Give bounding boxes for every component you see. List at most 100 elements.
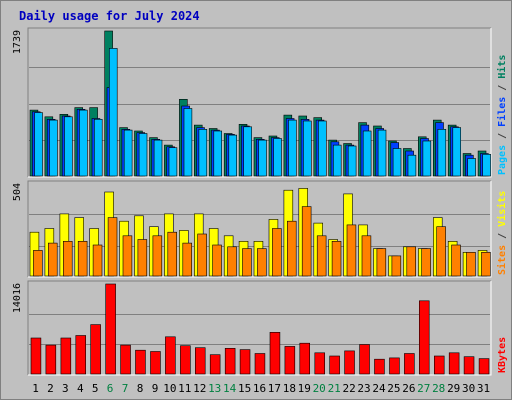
bar-kbytes-day-19 — [299, 342, 310, 375]
x-tick-label-day-18: 18 — [283, 382, 296, 395]
bar-sites-day-27 — [421, 248, 431, 277]
legend-label-part: KBytes — [497, 337, 508, 373]
bar-kbytes-day-6 — [105, 283, 116, 375]
bar-pages-day-9 — [153, 139, 163, 177]
x-tick-label-day-4: 4 — [77, 382, 84, 395]
bar-sites-day-9 — [152, 235, 163, 277]
bar-pages-day-21 — [332, 144, 342, 177]
y-max-label: 14016 — [12, 283, 23, 313]
x-axis-labels: 1 2 3 4 5 6 7 8 9 10 11 12 13 14 15 16 17 18 19 20 21 22 23 24 2… — [32, 382, 490, 395]
x-tick-label-day-28: 28 — [432, 382, 445, 395]
bar-kbytes-day-17 — [269, 331, 281, 375]
bar-kbytes-day-29 — [448, 352, 460, 375]
bar-sites-day-10 — [167, 231, 178, 277]
bar-pages-day-4 — [79, 109, 88, 177]
bar-pages-day-11 — [183, 108, 193, 177]
bar-kbytes-day-8 — [135, 349, 146, 375]
bar-kbytes-day-30 — [463, 356, 475, 375]
panel-border-dark — [27, 27, 491, 177]
bar-kbytes-day-4 — [75, 335, 87, 375]
bar-sites-day-20 — [316, 235, 327, 277]
bar-pages-day-6 — [109, 48, 118, 177]
x-tick-label-day-21: 21 — [328, 382, 341, 395]
bar-kbytes-day-25 — [389, 357, 400, 375]
x-tick-label-day-2: 2 — [47, 382, 54, 395]
panel-border-light — [28, 281, 492, 376]
bar-sites-day-11 — [182, 242, 193, 277]
x-tick-label-day-13: 13 — [208, 382, 221, 395]
bar-kbytes-day-20 — [314, 352, 325, 375]
bar-pages-day-7 — [123, 129, 133, 177]
panel-border-light — [28, 181, 492, 278]
x-tick-label-day-7: 7 — [122, 382, 129, 395]
panel-border-dark — [27, 280, 491, 375]
x-tick-label-day-10: 10 — [163, 382, 176, 395]
x-tick-label-day-9: 9 — [152, 382, 159, 395]
bar-sites-day-31 — [481, 252, 491, 277]
bar-pages-day-25 — [392, 148, 402, 177]
bar-kbytes-day-27 — [418, 300, 430, 375]
bar-pages-day-29 — [452, 127, 461, 177]
panel-border-dark — [27, 180, 491, 277]
bar-kbytes-day-18 — [284, 346, 296, 375]
bar-sites-day-21 — [331, 241, 342, 277]
bar-kbytes-day-26 — [404, 353, 415, 375]
panel-sites-visits: 504 Sites / Visits — [12, 180, 508, 278]
bar-sites-day-5 — [92, 244, 103, 277]
bar-pages-day-13 — [213, 130, 223, 177]
bar-kbytes-day-24 — [374, 358, 385, 375]
panel-legend-label: Sites / Visits — [496, 191, 508, 275]
bar-sites-day-1 — [33, 250, 43, 277]
bar-kbytes-day-16 — [254, 353, 266, 375]
x-tick-label-day-20: 20 — [313, 382, 326, 395]
bar-pages-day-20 — [318, 120, 327, 177]
bar-sites-day-13 — [212, 244, 222, 277]
x-tick-label-day-12: 12 — [193, 382, 206, 395]
bar-sites-day-17 — [272, 228, 282, 277]
x-tick-label-day-23: 23 — [357, 382, 370, 395]
x-tick-label-day-22: 22 — [342, 382, 355, 395]
x-tick-label-day-24: 24 — [372, 382, 386, 395]
bar-pages-day-1 — [34, 112, 43, 177]
bar-kbytes-day-2 — [45, 344, 57, 375]
panel-kbytes: 14016 KBytes — [12, 280, 508, 376]
bar-kbytes-day-21 — [329, 355, 340, 375]
x-tick-label-day-14: 14 — [223, 382, 237, 395]
x-tick-label-day-3: 3 — [62, 382, 69, 395]
bar-sites-day-7 — [122, 235, 133, 277]
bar-sites-day-28 — [436, 226, 446, 277]
x-tick-label-day-5: 5 — [92, 382, 99, 395]
legend-label-part: / — [497, 127, 508, 145]
bar-pages-day-26 — [407, 154, 417, 177]
y-max-label: 1739 — [12, 30, 23, 54]
panel-pages-files-hits: 1739 Pages / Files / Hits — [12, 27, 508, 178]
x-tick-label-day-15: 15 — [238, 382, 251, 395]
bar-pages-day-22 — [347, 145, 357, 177]
bar-pages-day-24 — [377, 129, 387, 177]
legend-label-part: / — [497, 79, 508, 97]
bar-sites-day-6 — [107, 217, 118, 277]
x-tick-label-day-30: 30 — [462, 382, 475, 395]
bar-pages-day-12 — [198, 129, 208, 177]
bar-pages-day-18 — [288, 119, 297, 177]
bar-pages-day-14 — [228, 134, 238, 177]
x-tick-label-day-31: 31 — [477, 382, 490, 395]
bar-kbytes-day-5 — [90, 324, 101, 375]
chart-title: Daily usage for July 2024 — [19, 9, 200, 23]
bar-pages-day-8 — [138, 133, 148, 177]
bar-pages-day-10 — [168, 147, 178, 177]
bar-kbytes-day-7 — [120, 344, 131, 375]
bar-sites-day-4 — [77, 241, 88, 277]
bar-sites-day-12 — [197, 233, 207, 277]
bar-sites-day-8 — [137, 239, 148, 277]
bar-sites-day-15 — [242, 248, 252, 277]
x-tick-label-day-25: 25 — [387, 382, 400, 395]
bar-sites-day-3 — [62, 241, 73, 277]
x-tick-label-day-29: 29 — [447, 382, 460, 395]
x-tick-label-day-11: 11 — [178, 382, 191, 395]
chart-panels: 1739 Pages / Files / Hits 504 Sites / Visit… — [12, 27, 508, 376]
bar-pages-day-5 — [94, 119, 103, 177]
x-tick-label-day-6: 6 — [107, 382, 114, 395]
x-tick-label-day-27: 27 — [417, 382, 430, 395]
